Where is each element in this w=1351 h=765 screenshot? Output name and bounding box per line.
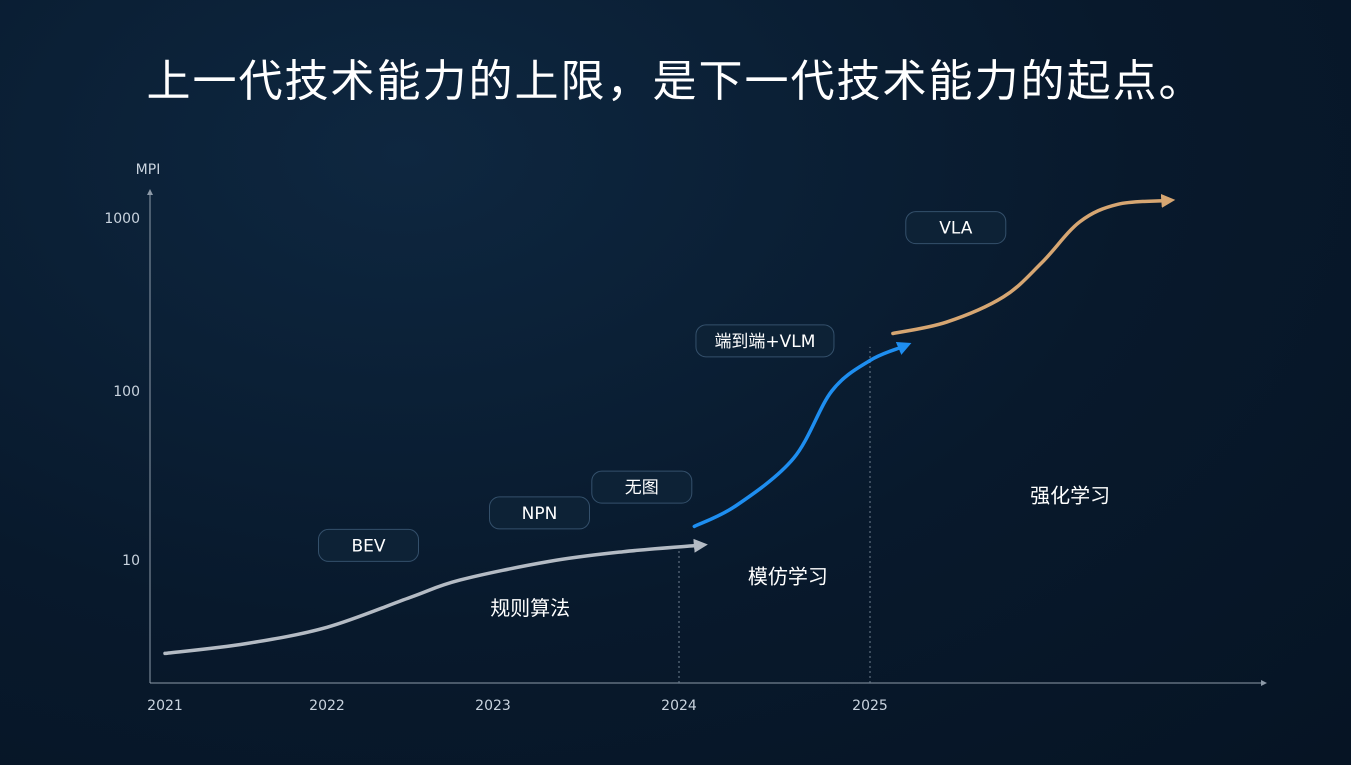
y-tick-10: 10 <box>122 553 140 569</box>
tech-pill-label: NPN <box>522 504 558 524</box>
era-labels: 规则算法 模仿学习 强化学习 <box>490 484 1110 620</box>
tech-pill-bg <box>695 324 835 358</box>
series-lines <box>163 193 1176 656</box>
tech-pill-label: BEV <box>351 536 385 556</box>
tech-pill-2: NPN <box>489 496 590 530</box>
x-tick-2022: 2022 <box>309 698 345 714</box>
tech-pill-1: BEV <box>318 528 419 562</box>
tech-pill-label: 无图 <box>625 478 659 498</box>
series-line-3 <box>891 193 1176 336</box>
tech-pill-bg <box>318 528 419 562</box>
era-label-2: 模仿学习 <box>748 564 828 588</box>
tech-pill-label: 端到端+VLM <box>714 332 815 352</box>
series-line-2 <box>692 342 912 529</box>
page-title: 上一代技术能力的上限，是下一代技术能力的起点。 <box>146 56 1205 107</box>
tech-pill-bg <box>905 211 1007 245</box>
x-tick-2023: 2023 <box>475 698 511 714</box>
tech-pill-label: VLA <box>939 219 972 239</box>
x-tick-labels: 2021 2022 2023 2024 2025 <box>147 698 888 714</box>
era-dividers <box>678 346 871 683</box>
y-tick-100: 100 <box>113 384 140 400</box>
tech-pill-bg <box>591 470 693 504</box>
era-label-1: 规则算法 <box>490 596 570 620</box>
y-tick-1000: 1000 <box>104 211 140 227</box>
tech-pill-bg <box>489 496 590 530</box>
y-axis-label: MPI <box>136 162 161 178</box>
y-tick-labels: 1000 100 10 <box>104 211 140 569</box>
tech-pill-3: 无图 <box>591 470 693 504</box>
x-tick-2024: 2024 <box>661 698 697 714</box>
tech-pill-5: VLA <box>905 211 1007 245</box>
technology-labels: BEV NPN 无图 端到端+VLM VLA <box>318 211 1007 562</box>
x-tick-2021: 2021 <box>147 698 183 714</box>
era-label-3: 强化学习 <box>1030 484 1110 508</box>
tech-pill-4: 端到端+VLM <box>695 324 835 358</box>
x-tick-2025: 2025 <box>852 698 888 714</box>
series-line-1 <box>163 538 708 656</box>
